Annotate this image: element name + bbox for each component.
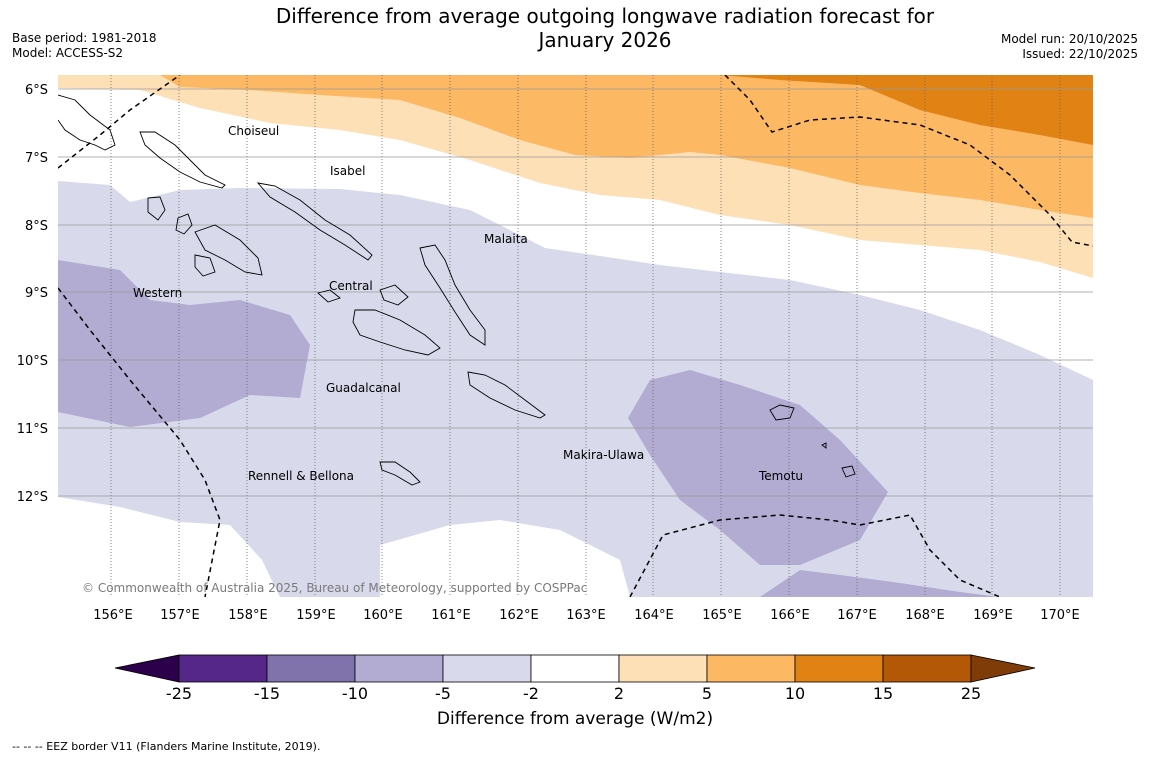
lon-label: 167°E	[837, 608, 877, 623]
meta-right: Model run: 20/10/2025 Issued: 22/10/2025	[1001, 32, 1138, 62]
island-outlines	[58, 94, 856, 486]
lat-label: 8°S	[25, 219, 48, 234]
lon-label: 169°E	[973, 608, 1013, 623]
colorbar-tick: -25	[166, 684, 192, 703]
lon-label: 159°E	[296, 608, 336, 623]
colorbar-segment	[794, 654, 884, 683]
title-line-2: January 2026	[538, 28, 672, 52]
anomaly-band-dark-orange	[720, 75, 1093, 145]
copyright-notice: © Commonwealth of Australia 2025, Bureau…	[82, 581, 587, 595]
lat-label: 6°S	[25, 83, 48, 98]
base-period: Base period: 1981-2018	[12, 31, 157, 45]
island-bougainville	[58, 94, 116, 151]
colorbar-extend-right	[970, 654, 1036, 683]
colorbar-tick: 2	[614, 684, 624, 703]
island-vella	[147, 196, 166, 221]
issued-date: Issued: 22/10/2025	[1022, 47, 1138, 61]
colorbar	[114, 654, 1036, 683]
lon-label: 161°E	[431, 608, 471, 623]
island-malaita	[419, 244, 486, 346]
island-florida	[317, 289, 341, 303]
latitude-axis: 6°S 7°S 8°S 9°S 10°S 11°S 12°S	[17, 83, 48, 505]
meta-left: Base period: 1981-2018 Model: ACCESS-S2	[12, 31, 157, 61]
region-label-makira-ulawa: Makira-Ulawa	[563, 448, 644, 462]
colorbar-extend-left	[114, 654, 180, 683]
map-title: Difference from average outgoing longwav…	[205, 4, 1005, 52]
anomaly-band-medium-purple-west	[58, 260, 310, 427]
region-labels: Choiseul Isabel Malaita Western Central …	[133, 124, 803, 483]
colorbar-tick: -10	[342, 684, 368, 703]
region-label-western: Western	[133, 286, 182, 300]
region-label-guadalcanal: Guadalcanal	[326, 381, 401, 395]
region-label-isabel: Isabel	[330, 164, 365, 178]
lon-label: 164°E	[634, 608, 674, 623]
lat-label: 12°S	[17, 490, 48, 505]
colorbar-title: Difference from average (W/m2)	[436, 709, 714, 729]
model-run: Model run: 20/10/2025	[1000, 32, 1138, 46]
region-label-temotu: Temotu	[758, 469, 803, 483]
region-label-choiseul: Choiseul	[228, 124, 279, 138]
lon-label: 163°E	[566, 608, 606, 623]
island-savo	[379, 284, 409, 306]
lon-label: 162°E	[499, 608, 539, 623]
colorbar-segment	[530, 654, 620, 683]
island-new-georgia	[194, 224, 263, 276]
anomaly-band-medium-purple-south	[760, 570, 1000, 597]
eez-border	[58, 75, 1093, 597]
meridian-lines	[110, 75, 1061, 597]
island-choiseul	[139, 131, 226, 189]
island-vanikoro	[841, 465, 856, 478]
lon-label: 170°E	[1040, 608, 1080, 623]
lat-label: 10°S	[17, 354, 48, 369]
lon-label: 160°E	[363, 608, 403, 623]
colorbar-ticks: -25 -15 -10 -5 -2 2 5 10 15 25	[166, 684, 981, 703]
lon-label: 168°E	[905, 608, 945, 623]
lat-label: 11°S	[17, 422, 48, 437]
colorbar-segment	[882, 654, 972, 683]
colorbar-segment	[354, 654, 444, 683]
lat-label: 7°S	[25, 151, 48, 166]
colorbar-segment	[618, 654, 708, 683]
island-kolombangara	[175, 213, 193, 235]
lon-label: 166°E	[770, 608, 810, 623]
colorbar-tick: -15	[254, 684, 280, 703]
anomaly-band-medium-purple-east	[628, 370, 888, 565]
island-isabel	[256, 182, 373, 261]
colorbar-tick: 15	[873, 684, 893, 703]
lon-label: 157°E	[160, 608, 200, 623]
island-makira	[467, 371, 546, 419]
lon-label: 158°E	[228, 608, 268, 623]
colorbar-segment	[706, 654, 796, 683]
colorbar-tick: 5	[702, 684, 712, 703]
colorbar-segment	[266, 654, 356, 683]
lat-label: 9°S	[25, 286, 48, 301]
colorbar-tick: -5	[435, 684, 451, 703]
longitude-axis: 156°E 157°E 158°E 159°E 160°E 161°E 162°…	[93, 608, 1080, 623]
island-rennell	[379, 461, 421, 486]
island-guadalcanal	[352, 309, 441, 356]
region-label-rennell-bellona: Rennell & Bellona	[248, 469, 354, 483]
lon-label: 156°E	[93, 608, 133, 623]
colorbar-segment	[178, 654, 268, 683]
anomaly-band-medium-orange	[160, 75, 1093, 218]
eez-legend: -- -- -- EEZ border V11 (Flanders Marine…	[12, 740, 321, 753]
island-santa-cruz	[769, 404, 795, 421]
colorbar-segment	[442, 654, 532, 683]
colorbar-tick: 25	[961, 684, 981, 703]
region-label-malaita: Malaita	[484, 232, 528, 246]
region-label-central: Central	[329, 279, 373, 293]
colorbar-tick: -2	[523, 684, 539, 703]
model-name: Model: ACCESS-S2	[12, 46, 124, 60]
map-area: © Commonwealth of Australia 2025, Bureau…	[58, 75, 1093, 597]
parallel-lines	[58, 88, 1093, 497]
title-line-1: Difference from average outgoing longwav…	[275, 4, 935, 28]
colorbar-tick: 10	[785, 684, 805, 703]
lon-label: 165°E	[702, 608, 742, 623]
island-tikopia	[821, 442, 827, 449]
island-rendova	[194, 254, 216, 277]
